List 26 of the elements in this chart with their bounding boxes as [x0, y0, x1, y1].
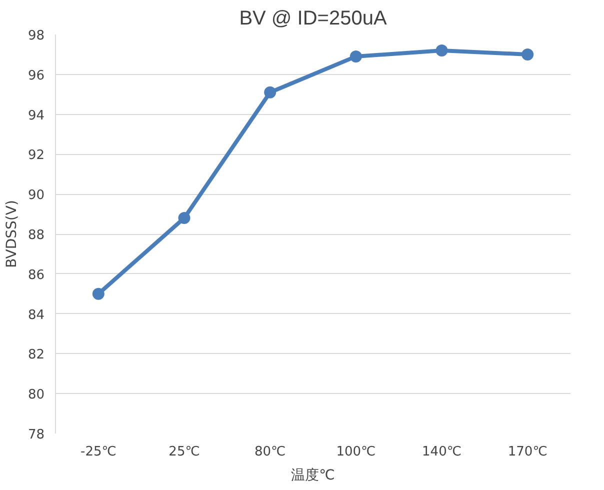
y-tick-label: 98: [28, 28, 45, 44]
x-axis-title: 温度℃: [291, 468, 335, 484]
x-tick-label: 80℃: [254, 444, 286, 460]
x-tick-label: 170℃: [508, 444, 548, 460]
y-tick-label: 88: [28, 228, 45, 243]
point: [522, 48, 534, 60]
y-tick-label: 90: [28, 188, 45, 204]
x-tick-label: -25℃: [80, 444, 116, 460]
x-tick-label: 140℃: [422, 444, 462, 460]
y-axis-title: BVDSS(V): [4, 200, 20, 268]
y-tick-label: 78: [28, 428, 45, 442]
y-tick-label: 96: [28, 68, 45, 84]
point: [436, 44, 448, 56]
point: [92, 288, 104, 300]
y-tick-label: 92: [28, 148, 45, 164]
y-tick-label: 80: [28, 388, 45, 403]
x-tick-label: 100℃: [336, 444, 376, 460]
y-tick-label: 86: [28, 268, 45, 283]
y-tick-label: 82: [28, 348, 45, 363]
y-tick-label: 84: [28, 308, 45, 323]
point: [264, 86, 276, 98]
chart-title: BV @ ID=250uA: [239, 8, 388, 30]
point: [350, 50, 362, 62]
x-tick-label: 25℃: [168, 444, 200, 460]
y-tick-label: 94: [28, 108, 45, 124]
point: [178, 212, 190, 224]
